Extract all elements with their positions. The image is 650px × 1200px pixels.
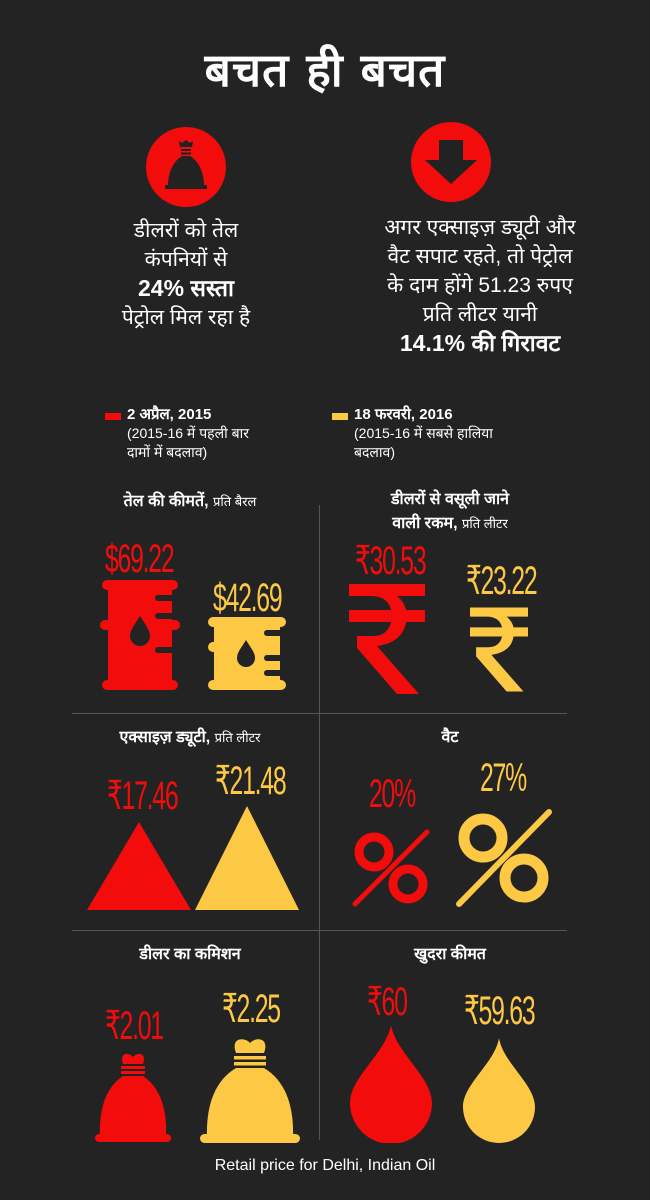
percent-icon <box>456 809 552 907</box>
oil-drop-icon <box>463 1038 535 1143</box>
highlight-line: वैट सपाट रहते, तो पेट्रोल <box>387 245 573 268</box>
triangle-icon <box>87 822 191 910</box>
section-title-text: डीलरों से वसूली जाने <box>391 491 509 508</box>
oil-barrel-icon <box>208 617 286 690</box>
money-bag-badge <box>146 127 226 207</box>
rupee-symbol-icon <box>470 607 528 692</box>
highlight-line: पेट्रोल मिल रहा है <box>121 306 251 329</box>
rupee-symbol-icon <box>349 584 425 694</box>
section-title-text: वाली रकम, <box>392 515 458 532</box>
highlight-line: कंपनियों से <box>144 248 228 271</box>
vertical-divider <box>319 505 320 1140</box>
highlight-cheaper: डीलरों को तेल कंपनियों से 24% सस्ता पेट्… <box>60 216 312 332</box>
legend-note: बदलाव) <box>354 444 395 460</box>
value-dealer-charge-2015: ₹30.53 <box>355 539 427 583</box>
highlight-line: के दाम होंगे 51.23 रुपए <box>387 274 573 297</box>
infographic-title: बचत ही बचत <box>204 43 446 97</box>
triangle-icon <box>195 806 299 910</box>
section-title-text: तेल की कीमतें, <box>123 493 209 510</box>
legend-note: (2015-16 में पहली बार <box>127 425 249 441</box>
horizontal-divider <box>72 930 567 931</box>
value-vat-2015: 20% <box>369 772 416 816</box>
value-commission-2015: ₹2.01 <box>105 1004 164 1048</box>
source-footer: Retail price for Delhi, Indian Oil <box>214 1157 436 1174</box>
percent-icon <box>352 829 430 907</box>
horizontal-divider <box>72 713 567 714</box>
section-title-oil: तेल की कीमतें, प्रति बैरल <box>60 490 320 514</box>
money-bag-icon <box>95 1053 171 1142</box>
section-unit: प्रति लीटर <box>214 730 261 745</box>
highlight-bold: 14.1% की गिरावट <box>399 330 561 356</box>
highlight-line: अगर एक्साइज़ ड्यूटी और <box>384 216 576 239</box>
highlight-drop: अगर एक्साइज़ ड्यूटी और वैट सपाट रहते, तो… <box>330 213 630 358</box>
section-title-text: डीलर का कमिशन <box>139 946 241 963</box>
section-title-commission: डीलर का कमिशन <box>60 943 320 967</box>
legend-swatch-yellow <box>332 413 348 420</box>
legend-item-2015: 2 अप्रैल, 2015 (2015-16 में पहली बार दाम… <box>105 405 249 462</box>
value-excise-2016: ₹21.48 <box>215 759 287 803</box>
oil-barrel-icon <box>100 580 180 690</box>
section-title-dealer-charge: डीलरों से वसूली जाने वाली रकम, प्रति लीट… <box>320 488 580 536</box>
section-title-vat: वैट <box>320 726 580 750</box>
value-oil-2016: $42.69 <box>213 576 283 620</box>
legend-swatch-red <box>105 413 121 420</box>
legend-note: (2015-16 में सबसे हालिया <box>354 425 493 441</box>
legend-item-2016: 18 फरवरी, 2016 (2015-16 में सबसे हालिया … <box>332 405 493 462</box>
down-arrow-icon <box>425 140 477 184</box>
highlight-bold: 24% सस्ता <box>138 275 234 301</box>
section-title-text: खुदरा कीमत <box>414 946 486 963</box>
value-dealer-charge-2016: ₹23.22 <box>466 559 538 603</box>
money-bag-icon <box>200 1039 300 1143</box>
section-unit: प्रति बैरल <box>212 494 257 509</box>
value-vat-2016: 27% <box>480 756 527 800</box>
value-commission-2016: ₹2.25 <box>222 987 281 1031</box>
legend-date: 2 अप्रैल, 2015 <box>127 406 212 423</box>
highlight-line: डीलरों को तेल <box>133 219 239 242</box>
legend-note: दामों में बदलाव) <box>127 444 208 460</box>
section-title-text: वैट <box>441 729 459 746</box>
money-bag-icon <box>165 140 207 189</box>
oil-drop-icon <box>350 1025 432 1143</box>
value-retail-2015: ₹60 <box>367 980 408 1024</box>
section-title-text: एक्साइज़ ड्यूटी, <box>119 729 211 746</box>
value-retail-2016: ₹59.63 <box>464 989 536 1033</box>
value-oil-2015: $69.22 <box>105 537 175 581</box>
section-unit: प्रति लीटर <box>461 516 508 531</box>
highlight-line: प्रति लीटर यानी <box>422 303 538 326</box>
down-arrow-badge <box>411 122 491 202</box>
value-excise-2015: ₹17.46 <box>107 774 179 818</box>
section-title-excise: एक्साइज़ ड्यूटी, प्रति लीटर <box>60 726 320 750</box>
section-title-retail: खुदरा कीमत <box>320 943 580 967</box>
legend-date: 18 फरवरी, 2016 <box>354 406 453 423</box>
